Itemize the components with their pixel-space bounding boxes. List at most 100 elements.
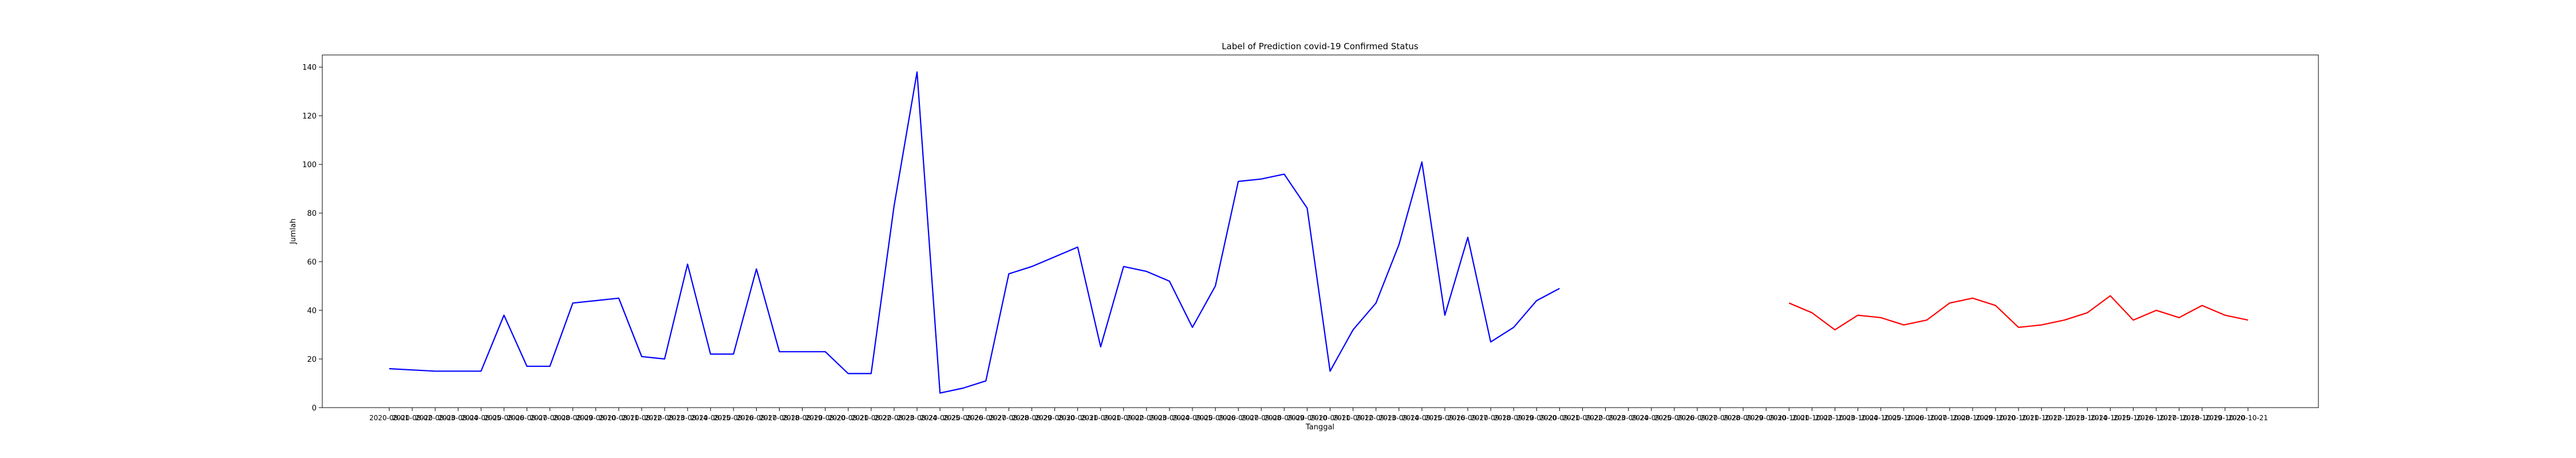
x-tick-label: 2020-09-15: [1402, 414, 1442, 422]
x-tick-label: 2020-08-14: [667, 414, 708, 422]
x-tick-label: 2020-08-29: [1012, 414, 1052, 422]
x-tick-label: 2020-10-15: [2091, 414, 2131, 422]
y-tick-label: 140: [302, 64, 317, 72]
x-tick-label: 2020-09-18: [1471, 414, 1511, 422]
x-tick-label: 2020-09-21: [1540, 414, 1580, 422]
x-tick-label: 2020-08-19: [783, 414, 823, 422]
x-tick-label: 2020-08-07: [507, 414, 547, 422]
x-tick-label: 2020-08-18: [760, 414, 800, 422]
x-tick-label: 2020-10-04: [1838, 414, 1878, 422]
x-tick-label: 2020-09-17: [1448, 414, 1488, 422]
y-tick-label: 60: [307, 258, 317, 267]
x-tick-label: 2020-10-19: [2182, 414, 2222, 422]
series-line-1: [389, 71, 1560, 394]
x-tick-label: 2020-08-13: [645, 414, 685, 422]
x-tick-label: 2020-08-31: [1058, 414, 1098, 422]
series-layer: [389, 71, 2249, 394]
x-tick-label: 2020-10-21: [2228, 414, 2268, 422]
x-tick-label: 2020-10-06: [1884, 414, 1924, 422]
x-tick-label: 2020-09-23: [1586, 414, 1626, 422]
x-tick-label: 2020-09-10: [1287, 414, 1327, 422]
x-tick-label: 2020-10-09: [1953, 414, 1993, 422]
x-tick-label: 2020-09-27: [1677, 414, 1717, 422]
x-tick-label: 2020-08-15: [690, 414, 730, 422]
x-tick-label: 2020-10-12: [2021, 414, 2061, 422]
x-tick-label: 2020-08-30: [1035, 414, 1075, 422]
x-tick-label: 2020-08-03: [415, 414, 455, 422]
x-tick-label: 2020-08-27: [966, 414, 1006, 422]
x-tick-label: 2020-09-28: [1700, 414, 1740, 422]
x-tick-label: 2020-09-29: [1723, 414, 1763, 422]
x-tick-label: 2020-10-20: [2205, 414, 2245, 422]
y-tick-label: 0: [312, 404, 317, 413]
x-tick-label: 2020-08-16: [713, 414, 753, 422]
x-tick-label: 2020-08-25: [920, 414, 960, 422]
x-tick-label: 2020-09-22: [1563, 414, 1603, 422]
y-tick-label: 40: [307, 307, 317, 315]
series-line-2: [1788, 295, 2249, 331]
x-axis: 2020-08-012020-08-022020-08-032020-08-04…: [369, 408, 2268, 422]
x-tick-label: 2020-08-05: [461, 414, 501, 422]
x-tick-label: 2020-09-24: [1609, 414, 1649, 422]
x-tick-label: 2020-09-04: [1149, 414, 1190, 422]
x-tick-label: 2020-08-17: [737, 414, 777, 422]
x-tick-label: 2020-09-11: [1310, 414, 1350, 422]
x-tick-label: 2020-08-11: [599, 414, 639, 422]
x-tick-label: 2020-10-08: [1930, 414, 1970, 422]
y-tick-label: 80: [307, 210, 317, 218]
x-tick-label: 2020-08-06: [484, 414, 524, 422]
x-tick-label: 2020-09-09: [1264, 414, 1304, 422]
x-tick-label: 2020-09-02: [1104, 414, 1144, 422]
x-tick-label: 2020-09-12: [1333, 414, 1373, 422]
x-tick-label: 2020-10-13: [2044, 414, 2084, 422]
x-tick-label: 2020-08-21: [828, 414, 868, 422]
x-tick-label: 2020-10-18: [2159, 414, 2199, 422]
x-tick-label: 2020-09-25: [1631, 414, 1672, 422]
x-tick-label: 2020-09-16: [1425, 414, 1465, 422]
x-tick-label: 2020-09-30: [1746, 414, 1786, 422]
x-tick-label: 2020-08-26: [943, 414, 983, 422]
x-tick-label: 2020-10-02: [1792, 414, 1832, 422]
x-tick-label: 2020-10-16: [2113, 414, 2154, 422]
x-tick-label: 2020-09-01: [1081, 414, 1121, 422]
x-tick-label: 2020-09-26: [1654, 414, 1694, 422]
x-tick-label: 2020-09-19: [1494, 414, 1534, 422]
x-tick-label: 2020-09-20: [1516, 414, 1556, 422]
chart-title: Label of Prediction covid-19 Confirmed S…: [1222, 41, 1419, 52]
x-axis-label: Tanggal: [1305, 423, 1334, 432]
x-tick-label: 2020-08-24: [897, 414, 937, 422]
y-tick-label: 20: [307, 356, 317, 364]
plot-area-frame: [322, 54, 2319, 408]
x-tick-label: 2020-08-01: [369, 414, 409, 422]
x-tick-label: 2020-08-02: [392, 414, 432, 422]
x-tick-label: 2020-09-05: [1172, 414, 1212, 422]
y-tick-label: 120: [302, 112, 317, 121]
x-tick-label: 2020-08-28: [989, 414, 1029, 422]
x-tick-label: 2020-09-13: [1356, 414, 1396, 422]
x-tick-label: 2020-08-12: [622, 414, 662, 422]
x-tick-label: 2020-08-08: [530, 414, 570, 422]
x-tick-label: 2020-10-14: [2068, 414, 2108, 422]
x-tick-label: 2020-09-03: [1127, 414, 1167, 422]
y-tick-label: 100: [302, 161, 317, 169]
x-tick-label: 2020-10-10: [1976, 414, 2016, 422]
x-tick-label: 2020-08-20: [805, 414, 846, 422]
x-tick-label: 2020-10-11: [1998, 414, 2038, 422]
x-tick-label: 2020-10-07: [1907, 414, 1947, 422]
x-tick-label: 2020-10-05: [1861, 414, 1901, 422]
x-tick-label: 2020-08-22: [851, 414, 891, 422]
x-tick-label: 2020-09-06: [1195, 414, 1235, 422]
x-tick-label: 2020-09-14: [1379, 414, 1419, 422]
y-axis: 0 20 40 60 80 100 120 140: [302, 64, 322, 413]
x-tick-label: 2020-09-07: [1218, 414, 1258, 422]
x-tick-label: 2020-10-03: [1815, 414, 1855, 422]
x-tick-label: 2020-08-10: [576, 414, 616, 422]
x-tick-label: 2020-09-08: [1241, 414, 1281, 422]
x-tick-label: 2020-10-01: [1769, 414, 1809, 422]
x-tick-label: 2020-08-04: [438, 414, 478, 422]
x-tick-label: 2020-08-23: [874, 414, 914, 422]
y-axis-label: Jumlah: [289, 219, 298, 245]
x-tick-label: 2020-10-17: [2136, 414, 2176, 422]
